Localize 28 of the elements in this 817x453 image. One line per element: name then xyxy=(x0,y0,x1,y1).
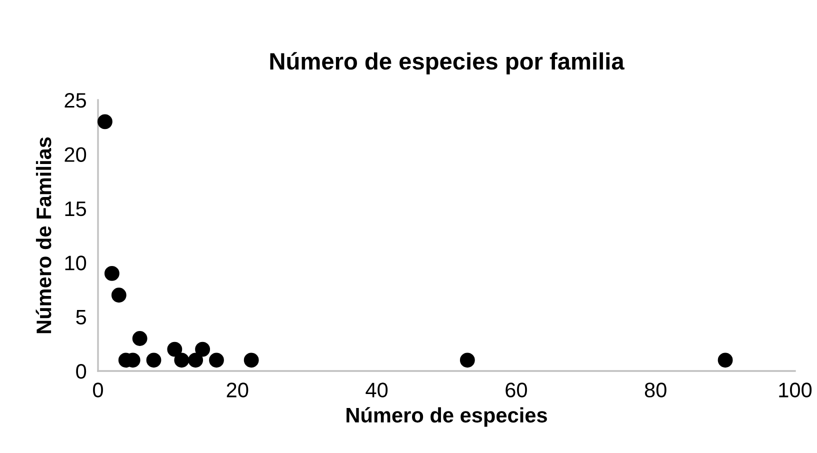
point xyxy=(146,352,162,368)
y-tick-label: 25 xyxy=(64,93,86,108)
point xyxy=(460,352,475,368)
y-tick-label: 20 xyxy=(64,147,86,162)
point xyxy=(174,352,190,368)
x-tick-label: 40 xyxy=(366,382,388,398)
chart-title: Número de especies por familia xyxy=(270,52,624,74)
point xyxy=(188,352,204,368)
x-tick-label: 0 xyxy=(93,382,103,398)
x-axis-title: Número de especies xyxy=(346,407,547,427)
point xyxy=(104,266,120,281)
point xyxy=(718,352,733,368)
point xyxy=(195,342,210,357)
point xyxy=(132,331,148,346)
y-tick-label: 15 xyxy=(65,202,86,216)
y-tick-label: 10 xyxy=(65,256,86,270)
x-tick-label: 60 xyxy=(506,382,527,398)
y-axis-title: Número de Familias xyxy=(36,137,52,334)
point xyxy=(209,352,224,368)
x-tick-label: 80 xyxy=(644,382,666,398)
x-tick-label: 20 xyxy=(226,382,248,398)
point xyxy=(244,352,259,368)
point xyxy=(167,342,182,357)
point xyxy=(98,114,112,130)
point xyxy=(111,288,126,303)
y-tick-label: 0 xyxy=(76,364,86,379)
y-tick-label: 5 xyxy=(76,310,86,325)
x-tick-label: 100 xyxy=(779,382,812,398)
